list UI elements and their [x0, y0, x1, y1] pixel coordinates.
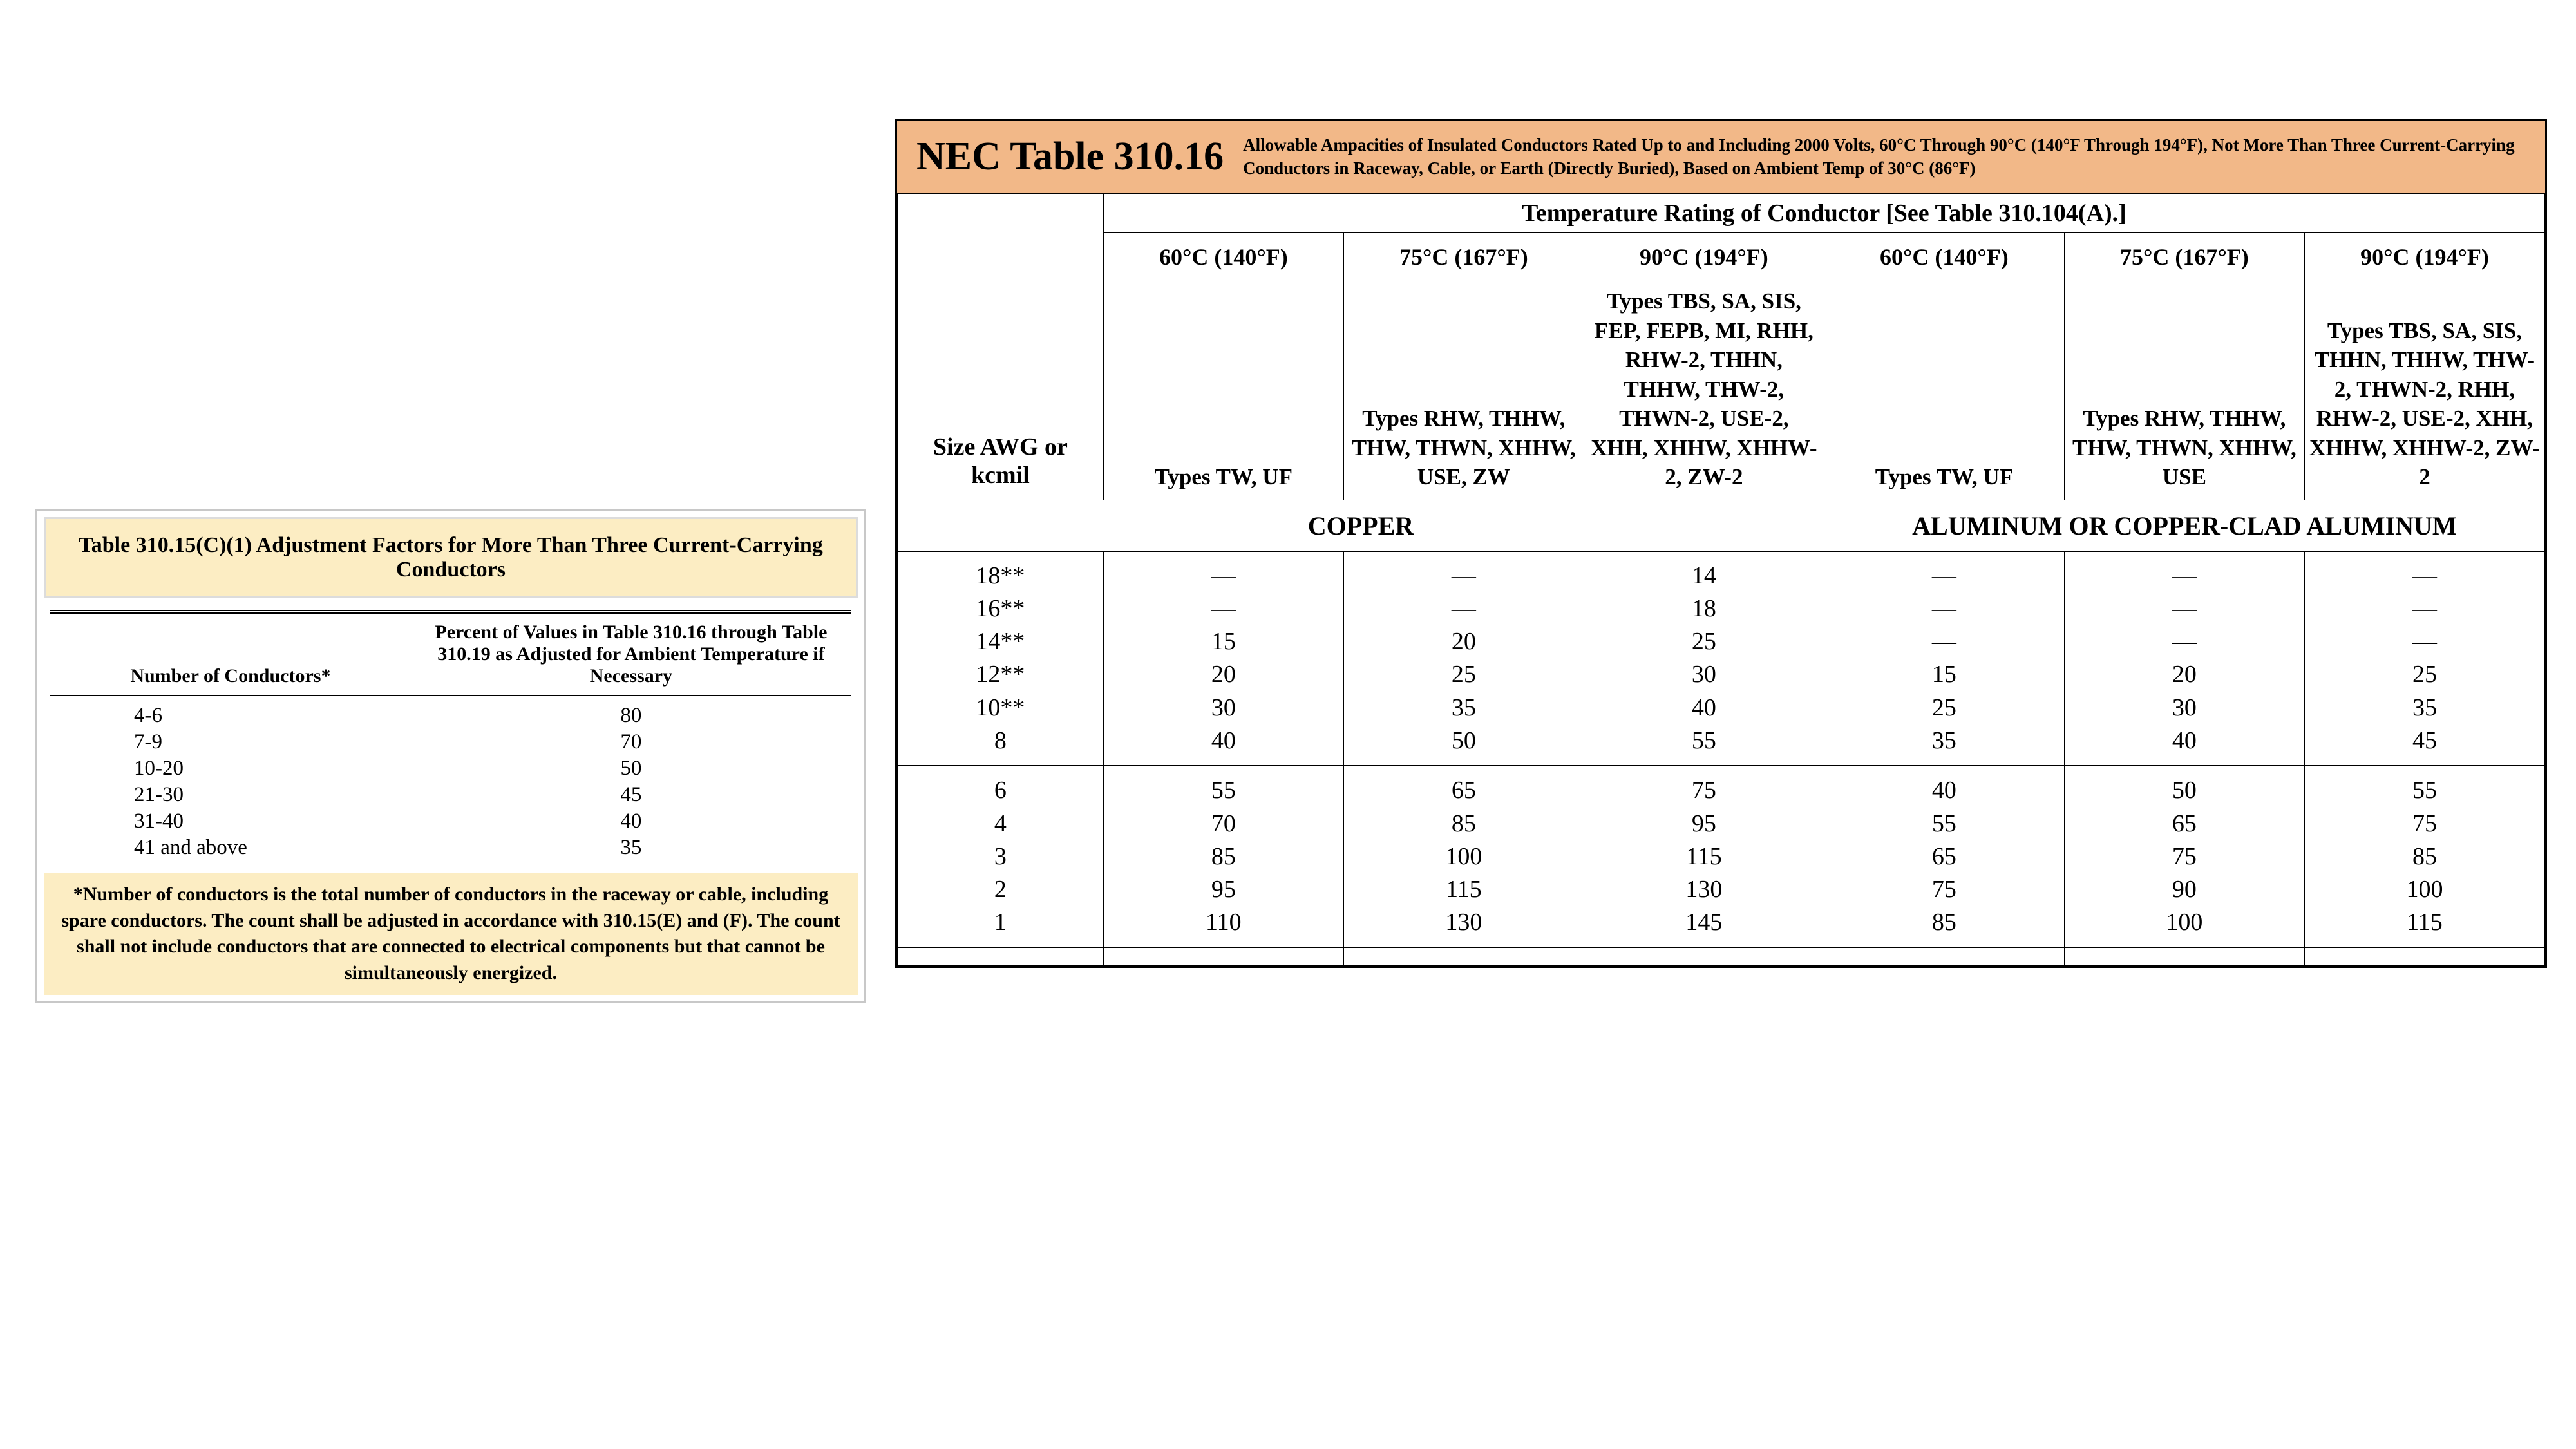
- table-row: 41 and above35: [50, 835, 851, 861]
- data-col: 6585100115130: [1348, 774, 1580, 939]
- data-col: 7595115130145: [1588, 774, 1820, 939]
- temp-col: 75°C (167°F): [1343, 233, 1584, 281]
- material-aluminum: ALUMINUM OR COPPER-CLAD ALUMINUM: [1824, 500, 2544, 551]
- table-row: 10-2050: [50, 755, 851, 782]
- left-table-title: Table 310.15(C)(1) Adjustment Factors fo…: [44, 517, 858, 598]
- material-copper: COPPER: [898, 500, 1824, 551]
- adjustment-factors-table: Table 310.15(C)(1) Adjustment Factors fo…: [35, 509, 866, 1003]
- data-col: 141825304055: [1588, 560, 1820, 758]
- size-list: 18**16**14**12**10**8: [902, 560, 1099, 758]
- data-col: ———253545: [2309, 560, 2541, 758]
- right-title-bar: NEC Table 310.16 Allowable Ampacities of…: [897, 121, 2545, 194]
- left-footnote: *Number of conductors is the total numbe…: [44, 873, 858, 995]
- data-col: 50657590100: [2069, 774, 2300, 939]
- nec-table-grid: Size AWG or kcmil Temperature Rating of …: [897, 194, 2545, 966]
- size-header: Size AWG or kcmil: [898, 194, 1104, 500]
- data-col: ———152535: [1828, 560, 2060, 758]
- left-data-rows: 4-680 7-970 10-2050 21-3045 31-4040 41 a…: [50, 696, 851, 873]
- right-table-description: Allowable Ampacities of Insulated Conduc…: [1243, 126, 2545, 187]
- temp-col: 90°C (194°F): [2304, 233, 2544, 281]
- type-col: Types TBS, SA, SIS, FEP, FEPB, MI, RHH, …: [1584, 281, 1824, 500]
- data-block-1: 18**16**14**12**10**8 ——15203040 ——20253…: [898, 551, 2545, 766]
- data-col: ——20253550: [1348, 560, 1580, 758]
- data-col: 557585100115: [2309, 774, 2541, 939]
- data-col: ——15203040: [1108, 560, 1340, 758]
- data-col: 4055657585: [1828, 774, 2060, 939]
- data-col: ———203040: [2069, 560, 2300, 758]
- temp-col: 75°C (167°F): [2064, 233, 2304, 281]
- nec-ampacity-table: NEC Table 310.16 Allowable Ampacities of…: [895, 119, 2547, 968]
- left-col2-header: Percent of Values in Table 310.16 throug…: [411, 621, 851, 687]
- table-row: 21-3045: [50, 782, 851, 808]
- temp-col: 60°C (140°F): [1824, 233, 2064, 281]
- left-col1-header: Number of Conductors*: [50, 621, 411, 687]
- right-table-title: NEC Table 310.16: [897, 121, 1243, 193]
- type-col: Types TBS, SA, SIS, THHN, THHW, THW-2, T…: [2304, 281, 2544, 500]
- type-col: Types TW, UF: [1824, 281, 2064, 500]
- temperature-header: Temperature Rating of Conductor [See Tab…: [1103, 194, 2544, 233]
- table-row: 31-4040: [50, 808, 851, 835]
- table-row: 7-970: [50, 729, 851, 755]
- data-block-2: 64321 55708595110 6585100115130 75951151…: [898, 766, 2545, 947]
- table-row: 4-680: [50, 703, 851, 729]
- data-col: 55708595110: [1108, 774, 1340, 939]
- left-table-body: Number of Conductors* Percent of Values …: [44, 598, 858, 873]
- temp-col: 60°C (140°F): [1103, 233, 1343, 281]
- type-col: Types TW, UF: [1103, 281, 1343, 500]
- type-col: Types RHW, THHW, THW, THWN, XHHW, USE, Z…: [1343, 281, 1584, 500]
- size-list: 64321: [902, 774, 1099, 939]
- type-col: Types RHW, THHW, THW, THWN, XHHW, USE: [2064, 281, 2304, 500]
- temp-col: 90°C (194°F): [1584, 233, 1824, 281]
